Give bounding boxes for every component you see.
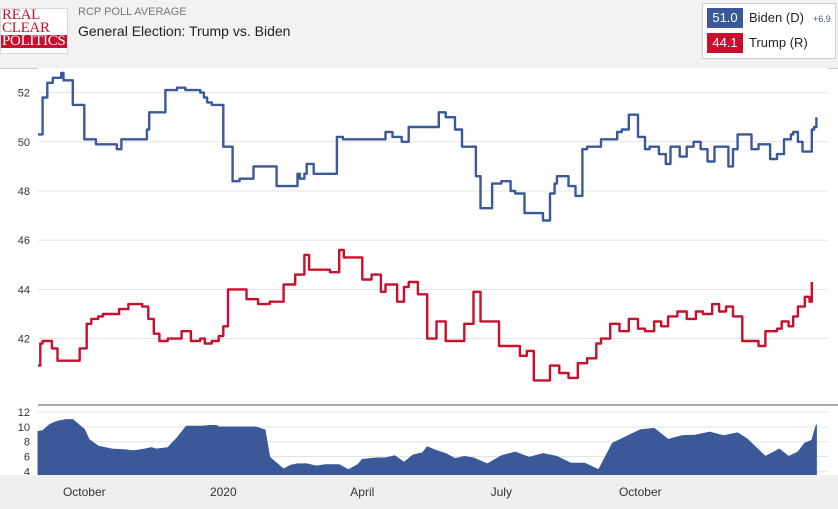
x-axis-ticks: October 2020 April July October — [63, 485, 662, 499]
main-plot-bg — [38, 68, 828, 405]
series-lines — [38, 71, 818, 382]
logo-line-3: POLITICS — [1, 33, 67, 49]
x-tick-label-0: October — [63, 485, 106, 499]
trump-series-line — [38, 248, 813, 382]
x-axis-band — [0, 475, 838, 509]
spread-y-tick-label-6: 6 — [24, 452, 30, 464]
x-tick-label-2: April — [350, 485, 374, 499]
y-tick-label-48: 48 — [18, 186, 30, 198]
chart-title: General Election: Trump vs. Biden — [78, 23, 291, 39]
rcp-logo: REAL CLEAR POLITICS — [0, 8, 68, 54]
spread-y-tick-label-12: 12 — [18, 407, 30, 419]
main-y-ticks: 42 44 46 48 50 52 — [18, 88, 30, 346]
biden-value-badge: 51.0 — [707, 8, 743, 28]
y-tick-label-52: 52 — [18, 88, 30, 100]
trump-name: Trump (R) — [749, 35, 808, 50]
biden-series-line — [38, 71, 818, 222]
spread-y-ticks: 4 6 8 10 12 — [18, 407, 30, 478]
x-tick-label-1: 2020 — [210, 485, 237, 499]
spread-area-fill — [37, 419, 817, 476]
biden-spread: +6.9 — [813, 14, 831, 24]
trump-value-badge: 44.1 — [707, 33, 743, 53]
spread-y-tick-label-8: 8 — [24, 437, 30, 449]
spread-area — [37, 419, 817, 476]
legend: 51.0 Biden (D) +6.9 44.1 Trump (R) — [702, 3, 836, 59]
logo-line-2: CLEAR — [2, 20, 50, 36]
y-tick-label-50: 50 — [18, 137, 30, 149]
y-tick-label-42: 42 — [18, 334, 30, 346]
x-tick-label-3: July — [491, 485, 512, 499]
biden-name: Biden (D) — [749, 10, 804, 25]
y-tick-label-46: 46 — [18, 235, 30, 247]
spread-y-tick-label-10: 10 — [18, 422, 30, 434]
spread-plot: 4 6 8 10 12 — [18, 407, 828, 478]
spread-y-tick-label-4: 4 — [24, 466, 30, 478]
y-tick-label-44: 44 — [18, 284, 30, 296]
main-plot: 42 44 46 48 50 52 — [18, 68, 838, 406]
logo-line-1: REAL — [2, 7, 40, 23]
poll-average-label: RCP POLL AVERAGE — [78, 6, 187, 18]
x-tick-label-4: October — [619, 485, 662, 499]
chart-header: REAL CLEAR POLITICS RCP POLL AVERAGE Gen… — [0, 0, 838, 69]
